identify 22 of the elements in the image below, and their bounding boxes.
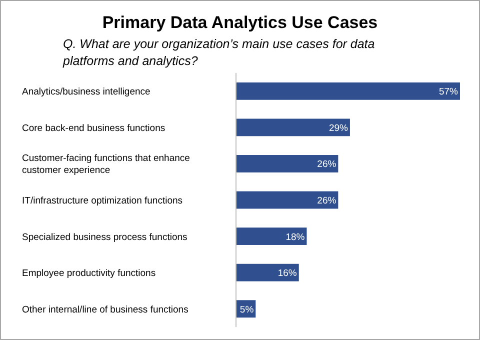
y-tick-label: IT/infrastructure optimization functions <box>22 196 183 206</box>
y-tick-label: Analytics/business intelligence <box>22 86 150 98</box>
data-label: 5% <box>240 304 254 316</box>
bar <box>236 191 338 209</box>
data-label: 29% <box>328 122 349 134</box>
data-label: 26% <box>317 196 337 206</box>
data-label: 26% <box>317 159 337 170</box>
bar <box>236 155 338 172</box>
chart-title: Primary Data Analytics Use Cases <box>102 13 378 32</box>
y-tick-label: Core back-end business functions <box>22 122 166 134</box>
chart-subtitle: Q. What are your organization’s main use cases for data platforms and analytics? <box>62 37 375 68</box>
y-tick-label: Other internal/line of business functions <box>22 304 189 316</box>
y-tick-label: Employee productivity functions <box>22 268 156 280</box>
bar <box>236 228 307 245</box>
bar <box>236 82 460 100</box>
bar <box>236 264 299 282</box>
bar <box>236 118 350 136</box>
y-tick-label: Customer-facing functions that enhance customer experience <box>22 153 190 176</box>
data-label: 18% <box>286 232 306 243</box>
data-label: 57% <box>438 86 459 98</box>
data-label: 16% <box>278 268 298 280</box>
y-tick-label: Specialized business process functions <box>22 232 188 243</box>
